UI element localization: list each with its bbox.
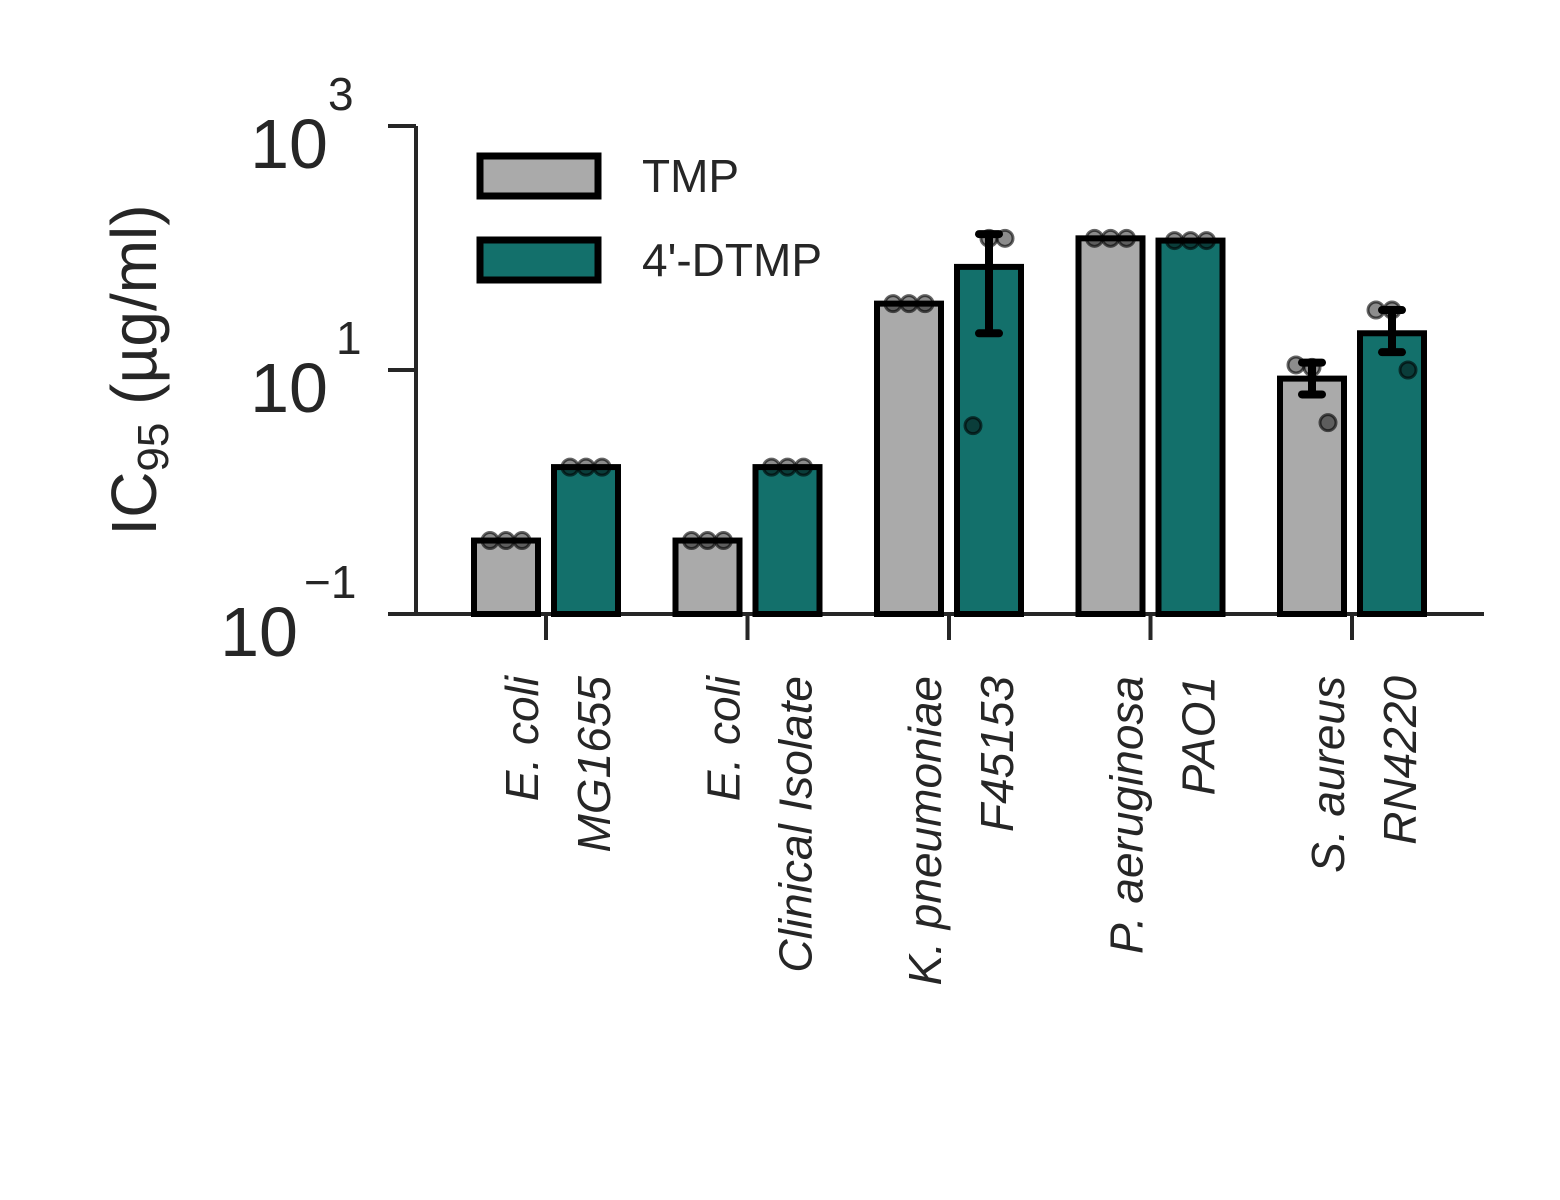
data-point bbox=[698, 531, 717, 551]
data-point bbox=[682, 531, 701, 551]
data-point bbox=[883, 294, 903, 314]
bar bbox=[1357, 330, 1427, 617]
x-tick-label-strain: MG1655 bbox=[568, 676, 620, 853]
data-point bbox=[576, 457, 596, 477]
y-tick-label: 10 bbox=[220, 593, 298, 671]
data-point bbox=[714, 531, 733, 551]
x-tick-label: E. coli Clinical Isolate bbox=[698, 674, 822, 972]
bar bbox=[1277, 375, 1347, 618]
data-point bbox=[496, 531, 516, 551]
bar bbox=[752, 464, 823, 617]
y-axis-label-unit: (µg/ml) bbox=[98, 204, 170, 422]
data-point bbox=[1181, 231, 1200, 251]
bar bbox=[1155, 237, 1226, 618]
legend-label-dtmp: 4'-DTMP bbox=[642, 234, 822, 286]
legend: TMP 4'-DTMP bbox=[476, 150, 822, 286]
data-point bbox=[1398, 360, 1418, 380]
bar bbox=[1075, 235, 1146, 618]
bar bbox=[874, 300, 944, 617]
x-tick-label-strain: PAO1 bbox=[1173, 676, 1225, 795]
data-point bbox=[480, 531, 500, 551]
x-tick-label: S. aureus RN4220 bbox=[1302, 676, 1426, 873]
data-point bbox=[778, 457, 797, 477]
y-tick-label: 10 bbox=[250, 349, 328, 427]
y-tick-exponent: −1 bbox=[304, 556, 356, 608]
y-axis-label-main: IC bbox=[98, 472, 170, 536]
bar bbox=[672, 537, 743, 618]
bar bbox=[551, 464, 621, 617]
x-tick-label-species: P. aeruginosa bbox=[1101, 676, 1153, 954]
data-point bbox=[963, 416, 983, 436]
y-tick-group: 10 −1 10 1 10 3 bbox=[220, 68, 416, 671]
y-tick-exponent: 1 bbox=[336, 312, 362, 364]
x-tick-label-strain: RN4220 bbox=[1374, 676, 1426, 845]
x-tick-label-strain: Clinical Isolate bbox=[770, 676, 822, 973]
x-tick-label-strain: F45153 bbox=[971, 676, 1023, 832]
data-point bbox=[1165, 231, 1184, 251]
x-tick-label: E. coli MG1655 bbox=[496, 674, 620, 852]
y-axis-label: IC95 (µg/ml) bbox=[98, 204, 178, 535]
legend-swatch-tmp bbox=[476, 152, 602, 200]
x-tick-label-species: E. coli bbox=[698, 674, 750, 801]
data-point bbox=[1085, 228, 1104, 248]
data-point bbox=[915, 294, 935, 314]
y-tick-exponent: 3 bbox=[328, 68, 354, 120]
data-point bbox=[560, 457, 580, 477]
x-tick-label-species: E. coli bbox=[496, 674, 548, 801]
legend-swatch-dtmp bbox=[476, 236, 602, 284]
data-point bbox=[592, 457, 612, 477]
bar bbox=[471, 537, 541, 618]
data-point bbox=[1318, 413, 1338, 433]
y-axis-label-subscript: 95 bbox=[129, 423, 178, 472]
data-point bbox=[1117, 228, 1136, 248]
data-point bbox=[762, 457, 781, 477]
x-tick-label: K. pneumoniae F45153 bbox=[899, 676, 1023, 986]
data-point bbox=[1101, 228, 1120, 248]
y-tick-label: 10 bbox=[250, 105, 328, 183]
plot-area bbox=[471, 228, 1427, 618]
data-point bbox=[512, 531, 532, 551]
data-point bbox=[794, 457, 813, 477]
x-tick-label: P. aeruginosa PAO1 bbox=[1101, 676, 1225, 954]
x-tick-label-species: K. pneumoniae bbox=[899, 676, 951, 985]
legend-label-tmp: TMP bbox=[642, 150, 739, 202]
data-point bbox=[1197, 231, 1216, 251]
x-tick-group: E. coli MG1655 E. coli Clinical Isolate K. p… bbox=[496, 614, 1426, 985]
x-tick-label-species: S. aureus bbox=[1302, 676, 1354, 873]
data-point bbox=[899, 294, 919, 314]
